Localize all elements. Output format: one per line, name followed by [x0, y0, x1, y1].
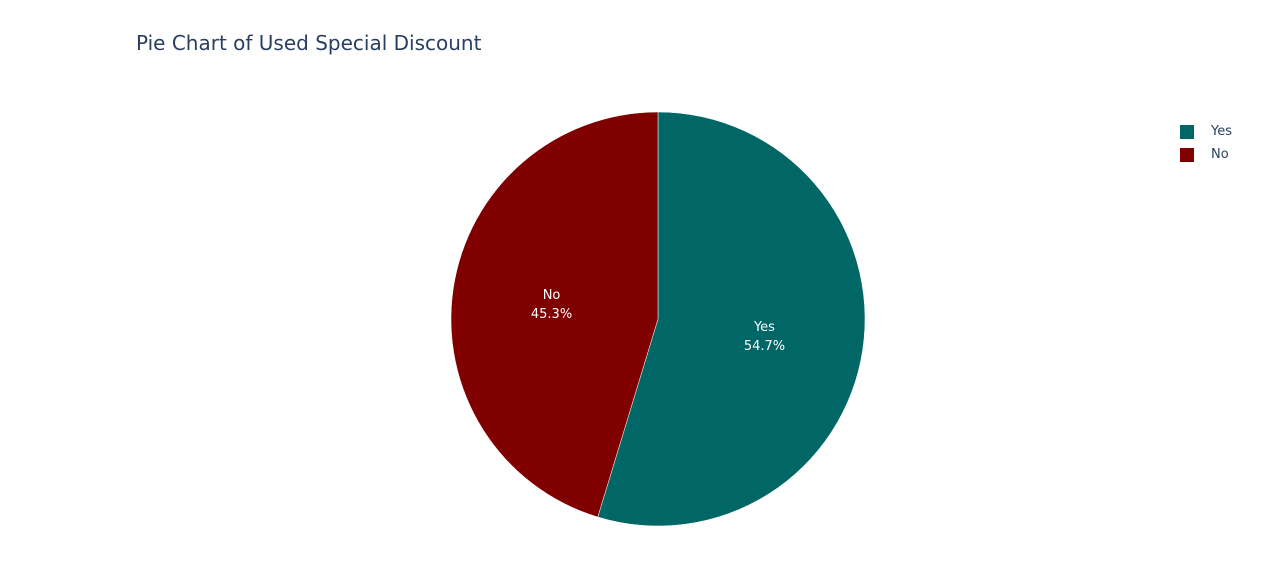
pie-slices [450, 111, 866, 527]
legend-item-no[interactable]: No [1180, 143, 1232, 166]
slice-label-yes: Yes [753, 320, 775, 335]
slice-percent-no: 45.3% [531, 307, 572, 322]
legend: Yes No [1180, 120, 1232, 166]
legend-swatch-no [1180, 147, 1194, 162]
slice-percent-yes: 54.7% [744, 339, 785, 354]
slice-label-no: No [543, 288, 561, 303]
legend-label-no: No [1211, 147, 1229, 162]
legend-swatch-yes [1180, 124, 1194, 139]
pie-slice-labels: Yes 54.7% No 45.3% [531, 288, 785, 354]
pie-slice-yes[interactable] [597, 111, 866, 527]
legend-label-yes: Yes [1211, 124, 1232, 139]
chart-title: Pie Chart of Used Special Discount [136, 31, 482, 55]
legend-item-yes[interactable]: Yes [1180, 120, 1232, 143]
pie-slice-no[interactable] [450, 111, 659, 518]
